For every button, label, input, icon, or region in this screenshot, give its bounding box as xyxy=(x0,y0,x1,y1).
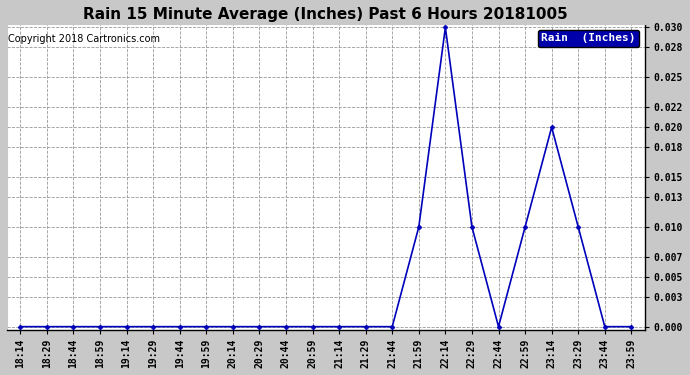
Title: Rain 15 Minute Average (Inches) Past 6 Hours 20181005: Rain 15 Minute Average (Inches) Past 6 H… xyxy=(83,7,568,22)
Legend: Rain  (Inches): Rain (Inches) xyxy=(538,30,639,47)
Text: Copyright 2018 Cartronics.com: Copyright 2018 Cartronics.com xyxy=(8,34,160,44)
